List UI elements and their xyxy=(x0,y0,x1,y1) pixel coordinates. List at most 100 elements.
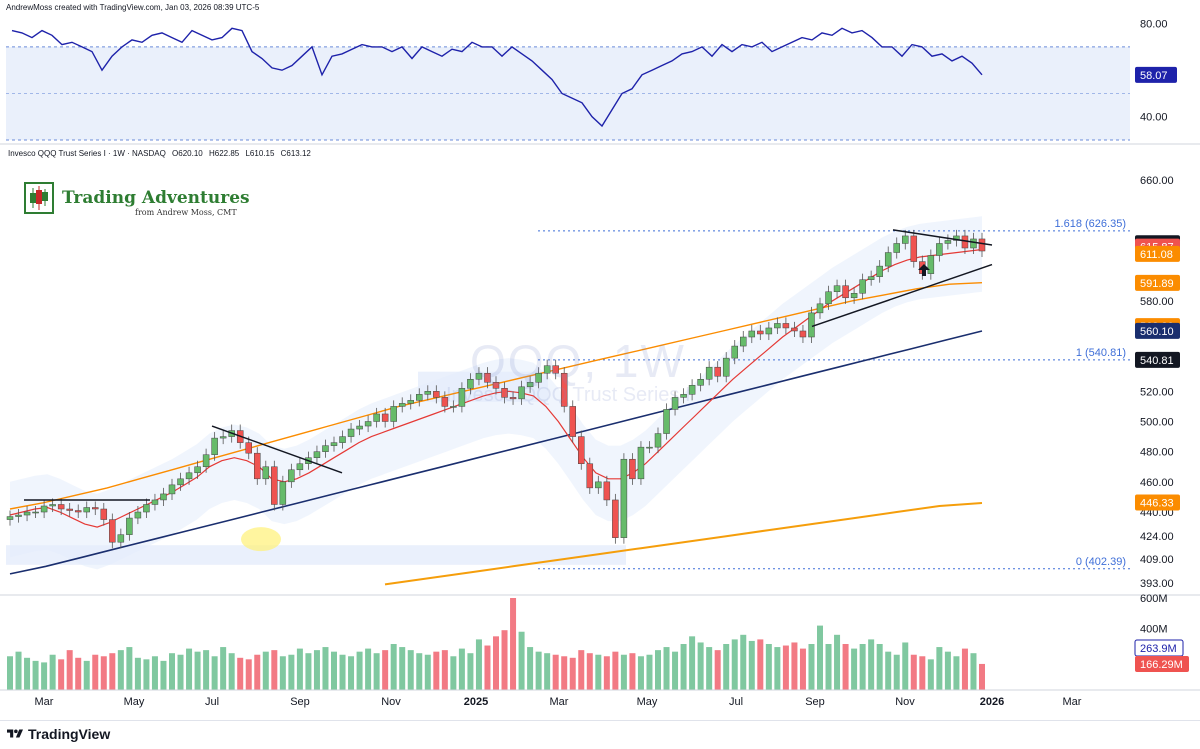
volume-bar xyxy=(484,645,491,690)
volume-bar xyxy=(919,656,926,690)
candle-body xyxy=(765,327,773,335)
candle-body xyxy=(475,372,483,380)
candle-body xyxy=(390,406,397,422)
tradingview-brand[interactable]: TradingView xyxy=(28,726,111,742)
volume-bar xyxy=(399,647,406,690)
candle-body xyxy=(944,240,952,244)
candle-body xyxy=(680,394,687,398)
up-arrow-icon xyxy=(918,264,930,276)
volume-bar xyxy=(186,648,193,690)
sma-200-line xyxy=(384,502,983,586)
volume-bar xyxy=(83,660,90,690)
watermark-symbol: QQQ, 1W xyxy=(470,335,686,387)
candle-body xyxy=(450,406,457,408)
volume-bar xyxy=(859,644,866,690)
volume-bar xyxy=(24,657,31,690)
volume-bar xyxy=(595,654,602,690)
price-tick-label: 460.00 xyxy=(1140,477,1174,489)
candle-body xyxy=(603,481,611,501)
volume-bar xyxy=(612,651,619,690)
volume-bar xyxy=(774,647,781,690)
volume-bar xyxy=(569,657,576,690)
volume-bar xyxy=(723,644,730,690)
volume-bar xyxy=(228,653,235,690)
rsi-tick-label: 80.00 xyxy=(1140,19,1168,31)
volume-bar xyxy=(799,648,806,690)
volume-bar xyxy=(740,634,747,690)
candle-body xyxy=(134,511,142,519)
candle-body xyxy=(808,312,815,338)
volume-bar xyxy=(75,657,82,690)
candle-body xyxy=(15,514,22,517)
volume-bar xyxy=(757,639,764,690)
candle-body xyxy=(6,516,14,520)
candle-body xyxy=(262,466,270,480)
volume-bar xyxy=(876,644,883,690)
volume-bar xyxy=(944,651,951,690)
volume-bar xyxy=(58,659,65,690)
down-trendline xyxy=(211,425,343,474)
volume-bar xyxy=(143,659,150,690)
volume-bar xyxy=(254,654,261,690)
time-tick-label: Mar xyxy=(1063,696,1082,708)
volume-bar xyxy=(322,647,329,690)
rsi-value-tag xyxy=(1135,66,1177,83)
open-value: O620.10 xyxy=(172,149,203,158)
candle-body xyxy=(595,481,602,489)
volume-bar xyxy=(825,644,832,690)
candle-body xyxy=(509,397,517,400)
time-tick-label: 2025 xyxy=(464,696,488,708)
volume-bar xyxy=(603,656,610,690)
rsi-line xyxy=(11,27,983,128)
volume-value-tag xyxy=(1135,656,1189,672)
candle-body xyxy=(535,372,542,383)
volume-bar xyxy=(271,650,278,690)
candle-body xyxy=(936,243,943,256)
volume-bar xyxy=(535,651,542,690)
candle-body xyxy=(902,235,909,244)
candle-body xyxy=(219,436,227,439)
volume-bar xyxy=(927,659,934,690)
high-value: H622.85 xyxy=(208,149,240,158)
candle-body xyxy=(407,400,414,404)
volume-bar xyxy=(663,647,670,690)
price-label-text: 591.89 xyxy=(1140,278,1174,290)
candle-body xyxy=(518,386,525,400)
volume-bar xyxy=(629,653,636,690)
volume-bar xyxy=(441,650,448,690)
time-tick-label: Sep xyxy=(290,696,310,708)
volume-bar xyxy=(382,650,389,690)
volume-bar xyxy=(7,656,13,690)
price-label-tag xyxy=(1135,274,1180,291)
volume-bar xyxy=(765,644,772,690)
rsi-tick-label: 40.00 xyxy=(1140,112,1168,124)
volume-bar xyxy=(936,647,943,690)
candle-body xyxy=(620,458,628,538)
candle-body xyxy=(714,366,721,377)
volume-bar xyxy=(348,656,355,690)
candle-body xyxy=(859,279,866,294)
candle-body xyxy=(722,357,730,377)
candle-body xyxy=(816,303,824,314)
volume-bar xyxy=(817,625,823,690)
volume-bar xyxy=(527,647,534,690)
volume-bar xyxy=(416,653,423,690)
volume-bar xyxy=(92,654,99,690)
candle-body xyxy=(492,382,500,389)
candle-body xyxy=(279,481,287,505)
volume-bar xyxy=(450,656,457,690)
time-tick-label: May xyxy=(637,696,658,708)
candle-body xyxy=(381,413,389,422)
volume-bar xyxy=(748,640,755,690)
fib-label: 1.618 (626.35) xyxy=(1054,218,1126,230)
volume-bar xyxy=(561,656,568,690)
price-label-text: 540.81 xyxy=(1140,355,1174,367)
volume-bar xyxy=(637,656,644,690)
volume-bar xyxy=(117,650,124,690)
support-zone xyxy=(6,545,626,565)
volume-bar xyxy=(791,642,798,690)
candle-body xyxy=(126,517,133,535)
chart-canvas[interactable]: 80.00 40.00 58.07 1.618 (626.35) 1 (540.81)… xyxy=(0,0,1200,720)
candle-body xyxy=(322,445,329,452)
candle-body xyxy=(876,265,883,277)
